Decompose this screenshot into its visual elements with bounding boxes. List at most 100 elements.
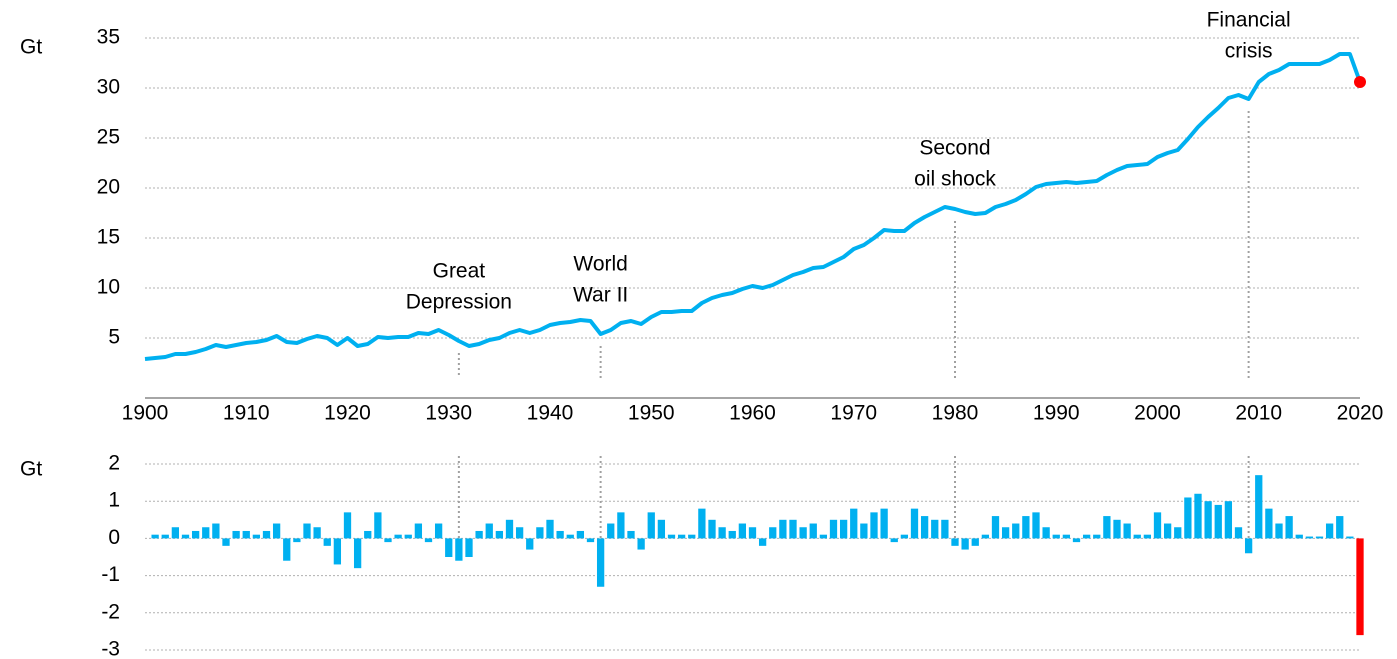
bar	[596, 538, 605, 587]
bar	[434, 523, 443, 539]
bar	[1356, 538, 1364, 636]
bar	[951, 538, 959, 546]
bar	[1194, 493, 1202, 539]
bar	[1062, 534, 1071, 539]
bar	[1315, 536, 1324, 539]
bar	[333, 538, 342, 565]
bar	[1012, 523, 1020, 539]
bar	[1336, 516, 1344, 539]
bar	[667, 534, 676, 539]
bar	[789, 519, 797, 539]
bar	[971, 538, 979, 546]
bar	[191, 530, 200, 539]
bar	[941, 519, 949, 539]
bar	[1072, 538, 1081, 543]
bar	[465, 538, 473, 557]
x-tick-label: 1970	[830, 402, 877, 425]
x-tick-label: 1960	[729, 402, 776, 425]
y-tick-label: -2	[101, 600, 120, 623]
bar	[576, 530, 585, 539]
bar	[799, 527, 807, 539]
bar	[252, 534, 261, 539]
bar	[627, 530, 635, 539]
bar	[475, 530, 483, 539]
annotation-lines	[457, 111, 1250, 539]
bar	[738, 523, 747, 539]
annotation-text: Great	[433, 260, 486, 283]
bar	[272, 523, 281, 539]
bar	[637, 538, 645, 550]
bar	[748, 527, 757, 539]
bar	[728, 530, 736, 539]
bar	[495, 530, 504, 539]
grid-layer	[145, 37, 1360, 651]
x-tick-label: 1950	[628, 402, 675, 425]
bar	[890, 538, 898, 543]
y-tick-label: 10	[97, 276, 120, 299]
bar	[526, 538, 534, 550]
bar	[343, 512, 352, 539]
x-tick-label: 1940	[527, 402, 574, 425]
bar	[1042, 527, 1050, 539]
bar	[1174, 527, 1182, 539]
y-tick-label: 30	[97, 76, 120, 99]
y-tick-label: 20	[97, 176, 120, 199]
bar	[586, 538, 595, 543]
bar	[1133, 534, 1141, 539]
annotation-text: Depression	[406, 291, 512, 314]
bar	[677, 534, 686, 539]
bar	[688, 534, 696, 539]
bar	[1295, 534, 1303, 539]
bar	[1153, 512, 1162, 539]
bar	[242, 530, 250, 539]
bar	[1346, 536, 1354, 539]
bar	[991, 516, 1000, 539]
bar	[1244, 538, 1253, 554]
bar	[161, 534, 169, 539]
bar	[566, 534, 574, 539]
bar	[181, 534, 190, 539]
bar	[961, 538, 969, 550]
bar	[809, 523, 817, 539]
bar	[556, 530, 564, 539]
x-tick-label: 1990	[1033, 402, 1080, 425]
bar	[1123, 523, 1131, 539]
bar	[931, 519, 939, 539]
bar	[364, 530, 372, 539]
bar	[1163, 523, 1172, 539]
bar	[819, 534, 828, 539]
bar	[1184, 497, 1192, 539]
highlight-point	[1354, 76, 1366, 88]
bar	[283, 538, 291, 561]
x-tick-label: 1900	[122, 402, 169, 425]
bar	[212, 523, 220, 539]
bar	[657, 519, 666, 539]
bar	[485, 523, 493, 539]
bar	[1001, 527, 1010, 539]
annotation-text: Second	[919, 137, 990, 160]
bar	[1214, 504, 1222, 539]
bar	[1143, 534, 1152, 539]
annotation-text: crisis	[1225, 40, 1273, 63]
bar	[1325, 523, 1334, 539]
bar	[779, 519, 787, 539]
y-tick-label: -3	[101, 638, 120, 659]
bar	[981, 534, 990, 539]
y-tick-label: -1	[101, 563, 120, 586]
bar	[515, 527, 524, 539]
bar	[880, 508, 888, 539]
bar	[232, 530, 240, 539]
y-tick-label: 25	[97, 126, 120, 149]
y-tick-label: 15	[97, 226, 120, 249]
y-tick-label: 0	[108, 526, 120, 549]
annotation-text: oil shock	[914, 168, 996, 191]
bar	[384, 538, 392, 543]
bar	[920, 516, 929, 539]
bar	[900, 534, 909, 539]
bar	[222, 538, 230, 546]
bar	[505, 519, 514, 539]
bar	[1032, 512, 1040, 539]
bar	[404, 534, 412, 539]
bar	[262, 530, 271, 539]
bar	[1285, 516, 1293, 539]
